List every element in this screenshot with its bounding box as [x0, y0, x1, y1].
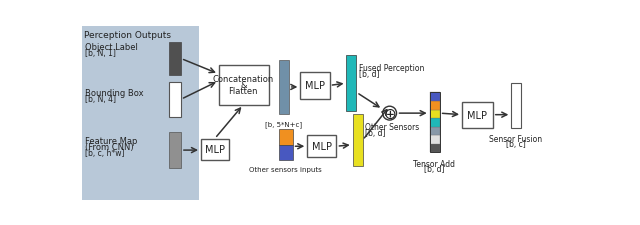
- Text: [b, d]: [b, d]: [359, 70, 380, 79]
- Text: (From CNN): (From CNN): [84, 142, 133, 151]
- Text: [b, d]: [b, d]: [424, 164, 445, 173]
- Bar: [346, 56, 356, 111]
- Bar: [429, 101, 440, 110]
- Text: &: &: [240, 81, 246, 90]
- Bar: [429, 93, 440, 153]
- Bar: [462, 102, 493, 128]
- Bar: [170, 82, 181, 117]
- Bar: [82, 27, 198, 200]
- Text: MLP: MLP: [305, 81, 325, 91]
- Text: Feature Map: Feature Map: [84, 136, 137, 145]
- Bar: [429, 136, 440, 144]
- Text: Concatenation: Concatenation: [212, 75, 274, 84]
- Bar: [429, 127, 440, 136]
- Bar: [429, 144, 440, 153]
- Text: [b, d]: [b, d]: [365, 128, 385, 137]
- Bar: [219, 65, 269, 105]
- Text: Other Sensors: Other Sensors: [365, 122, 419, 131]
- Text: [b, N, 1]: [b, N, 1]: [84, 49, 116, 58]
- Bar: [279, 61, 289, 114]
- Bar: [429, 93, 440, 101]
- Text: [b, 5*N+c]: [b, 5*N+c]: [265, 121, 302, 127]
- Bar: [300, 73, 330, 99]
- Text: Sensor Fusion: Sensor Fusion: [490, 134, 543, 143]
- Bar: [170, 133, 181, 168]
- Text: Bounding Box: Bounding Box: [84, 88, 143, 97]
- Text: ⊕: ⊕: [383, 106, 396, 121]
- Bar: [307, 136, 337, 157]
- Text: Fused Perception: Fused Perception: [359, 64, 424, 73]
- Text: Flatten: Flatten: [228, 87, 258, 96]
- Text: [b, N, 4]: [b, N, 4]: [84, 94, 116, 104]
- Text: MLP: MLP: [312, 142, 332, 152]
- Text: MLP: MLP: [467, 110, 488, 120]
- Text: Tensor Add: Tensor Add: [413, 159, 455, 168]
- Text: [b, c, h*w]: [b, c, h*w]: [84, 148, 124, 157]
- Bar: [279, 130, 292, 145]
- Bar: [279, 145, 292, 160]
- Text: Other sensors inputs: Other sensors inputs: [249, 166, 322, 173]
- Text: [b, c]: [b, c]: [506, 140, 525, 149]
- Text: Object Label: Object Label: [84, 43, 138, 51]
- Bar: [429, 119, 440, 127]
- Text: Perception Outputs: Perception Outputs: [84, 31, 171, 40]
- Bar: [201, 139, 228, 160]
- Bar: [170, 43, 181, 75]
- Bar: [429, 110, 440, 119]
- Circle shape: [383, 107, 397, 121]
- Bar: [353, 114, 363, 166]
- Text: MLP: MLP: [205, 145, 225, 155]
- Bar: [511, 84, 521, 128]
